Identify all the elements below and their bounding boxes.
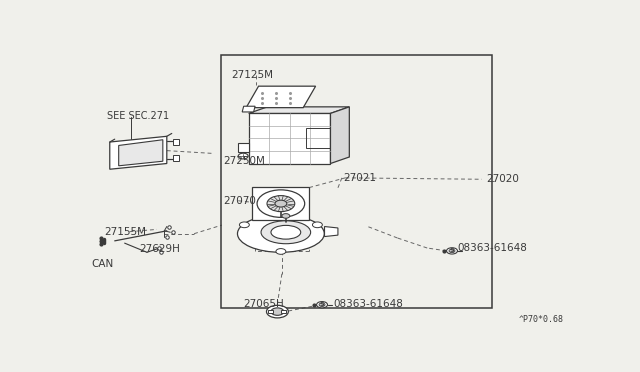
Text: 08363-61648: 08363-61648 [457,243,527,253]
Text: 27021: 27021 [343,173,376,183]
Text: ^P70*0.68: ^P70*0.68 [518,315,564,324]
Circle shape [257,190,305,217]
Bar [306,128,330,148]
Circle shape [266,305,288,318]
Bar [173,139,179,145]
Circle shape [282,214,290,218]
Bar [249,113,330,164]
Text: 27250M: 27250M [223,155,265,166]
Text: 27125M: 27125M [231,70,273,80]
Bar [269,310,273,313]
Circle shape [275,200,287,207]
Polygon shape [330,107,349,164]
Ellipse shape [271,225,301,239]
Text: S: S [450,248,454,253]
Text: SEE SEC.271: SEE SEC.271 [108,111,170,121]
Polygon shape [249,107,349,113]
Text: 27020: 27020 [486,174,520,184]
Bar [237,144,249,152]
Circle shape [312,222,323,228]
Polygon shape [118,140,163,166]
Text: 08363-61648: 08363-61648 [333,299,403,309]
Text: S: S [320,302,324,307]
Ellipse shape [237,215,324,252]
Ellipse shape [261,221,310,244]
Polygon shape [246,86,316,108]
Bar [252,187,309,220]
Circle shape [317,302,328,308]
Circle shape [276,248,286,254]
Polygon shape [242,106,255,112]
Text: 27629H: 27629H [140,244,180,254]
Text: CAN: CAN [91,259,113,269]
Text: 27065H: 27065H [244,299,284,309]
Circle shape [319,303,325,307]
Text: 27155M: 27155M [104,227,146,237]
Bar [282,310,286,313]
Circle shape [271,308,284,315]
Polygon shape [110,136,167,169]
Circle shape [238,153,248,159]
Bar [221,55,492,308]
Circle shape [239,222,250,228]
Text: 27070: 27070 [223,196,256,206]
Circle shape [267,196,295,212]
Polygon shape [324,227,338,237]
Circle shape [449,249,455,253]
Circle shape [447,248,458,254]
Bar [173,155,179,161]
